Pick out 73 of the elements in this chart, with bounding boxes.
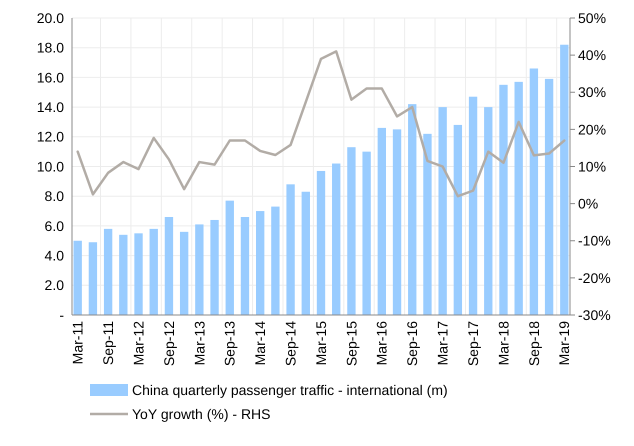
bar <box>302 192 310 315</box>
y-tick-label: 16.0 <box>36 69 64 86</box>
x-tick-label: Sep-18 <box>526 320 542 366</box>
y2-tick-label: 40% <box>578 47 606 64</box>
x-tick-label: Mar-15 <box>312 320 329 366</box>
y-tick-label: 14.0 <box>36 99 64 115</box>
bar <box>454 124 462 315</box>
x-tick-label: Sep-14 <box>282 320 298 366</box>
x-tick-label: Mar-16 <box>374 320 390 366</box>
y2-tick-label: 20% <box>578 121 606 138</box>
x-tick-label: Sep-11 <box>100 320 116 366</box>
bar <box>256 211 264 315</box>
y-tick-label: - <box>59 306 64 323</box>
x-tick-label: Mar-13 <box>191 320 208 366</box>
bar <box>362 152 371 315</box>
bar <box>514 82 523 315</box>
y2-tick-label: 50% <box>578 10 606 26</box>
y-tick-label: 20.0 <box>36 10 64 26</box>
x-tick-label: Mar-12 <box>130 320 146 366</box>
x-tick-label: Sep-12 <box>160 320 177 366</box>
y-tick-label: 12.0 <box>36 128 64 145</box>
bar <box>544 78 554 315</box>
x-tick-label: Sep-16 <box>404 320 420 366</box>
y-tick-label: 8.0 <box>44 188 64 204</box>
bar <box>560 44 568 315</box>
x-tick-label: Mar-11 <box>70 320 86 364</box>
bar <box>408 104 416 315</box>
bar <box>240 216 250 315</box>
bar <box>378 128 386 315</box>
x-tick-label: Mar-19 <box>556 320 572 366</box>
bar <box>484 107 492 315</box>
line-series <box>76 50 566 198</box>
bar <box>88 242 98 315</box>
bar <box>164 216 174 315</box>
bar <box>499 84 508 315</box>
bar <box>195 224 204 315</box>
bar <box>423 134 432 315</box>
bar <box>119 234 128 315</box>
bar <box>347 147 356 315</box>
y2-tick-label: 10% <box>578 158 606 174</box>
x-tick-label: Mar-14 <box>252 320 268 366</box>
legend-label: China quarterly passenger traffic - international (m) <box>132 382 448 398</box>
bar <box>392 129 402 315</box>
y-tick-label: 2.0 <box>44 277 64 294</box>
bar <box>134 233 143 315</box>
y2-tick-label: -10% <box>578 232 611 249</box>
bar <box>150 228 158 315</box>
x-tick-label: Mar-18 <box>495 320 512 366</box>
y-tick-label: 4.0 <box>44 248 64 264</box>
x-tick-label: Sep-15 <box>343 320 360 366</box>
bar <box>332 164 340 315</box>
x-tick-label: Mar-17 <box>434 320 451 366</box>
bar <box>271 206 280 315</box>
bar <box>468 96 478 315</box>
legend-label: YoY growth (%) - RHS <box>132 406 270 422</box>
bar <box>226 200 234 315</box>
y-tick-label: 18.0 <box>36 40 64 56</box>
y-tick-label: 6.0 <box>44 218 64 234</box>
bar <box>286 184 295 315</box>
y2-tick-label: 30% <box>578 84 606 100</box>
bar <box>438 107 447 315</box>
bar <box>180 232 188 315</box>
y2-tick-label: -20% <box>578 270 611 286</box>
bar <box>74 240 82 315</box>
x-tick-label: Sep-17 <box>464 320 481 366</box>
bar <box>316 170 326 315</box>
y2-tick-label: 0% <box>578 196 598 212</box>
y-tick-label: 10.0 <box>36 158 64 174</box>
bar <box>210 220 219 315</box>
y2-tick-label: -30% <box>578 306 611 323</box>
x-tick-label: Sep-13 <box>222 320 238 366</box>
bar <box>530 68 538 315</box>
bar <box>104 228 112 315</box>
